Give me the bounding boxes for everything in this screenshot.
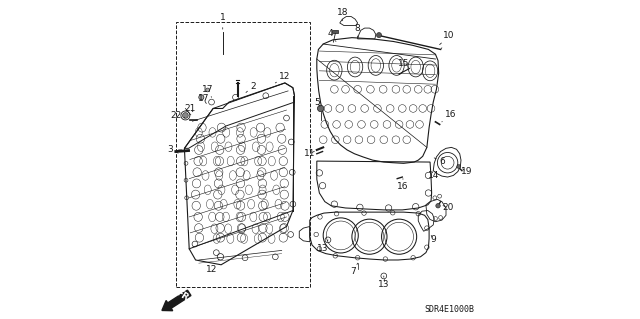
Bar — [332, 30, 338, 33]
Circle shape — [182, 113, 188, 118]
Text: 20: 20 — [442, 204, 453, 212]
Text: 5: 5 — [314, 98, 320, 107]
Text: 7: 7 — [350, 263, 358, 276]
Text: 19: 19 — [461, 167, 472, 176]
Text: 13: 13 — [317, 240, 328, 253]
Text: 16: 16 — [397, 179, 409, 191]
Circle shape — [199, 95, 204, 100]
Text: 16: 16 — [442, 110, 456, 122]
Text: 10: 10 — [440, 31, 455, 45]
Text: 17: 17 — [198, 94, 209, 104]
Text: 21: 21 — [184, 104, 196, 113]
Text: 2: 2 — [246, 82, 256, 93]
Text: 1: 1 — [220, 13, 225, 29]
Bar — [176, 22, 310, 287]
FancyArrow shape — [162, 290, 191, 311]
Circle shape — [206, 88, 210, 92]
Text: 18: 18 — [337, 8, 348, 21]
Text: 8: 8 — [354, 24, 360, 38]
Text: 15: 15 — [398, 59, 410, 74]
Text: 4: 4 — [328, 29, 336, 41]
Circle shape — [436, 204, 440, 208]
Circle shape — [376, 33, 381, 38]
Text: 12: 12 — [275, 72, 291, 83]
Circle shape — [457, 165, 461, 168]
Text: 22: 22 — [170, 111, 185, 120]
Text: 17: 17 — [202, 85, 214, 97]
Circle shape — [317, 105, 324, 112]
Text: 14: 14 — [428, 171, 439, 180]
Text: 9: 9 — [430, 235, 436, 244]
Text: SDR4E1000B: SDR4E1000B — [425, 305, 475, 314]
Text: 11: 11 — [304, 149, 316, 158]
Text: 3: 3 — [167, 145, 182, 154]
Text: 12: 12 — [206, 259, 219, 274]
Text: FR.: FR. — [174, 288, 193, 305]
Text: 6: 6 — [434, 157, 445, 166]
Text: 13: 13 — [378, 276, 390, 289]
